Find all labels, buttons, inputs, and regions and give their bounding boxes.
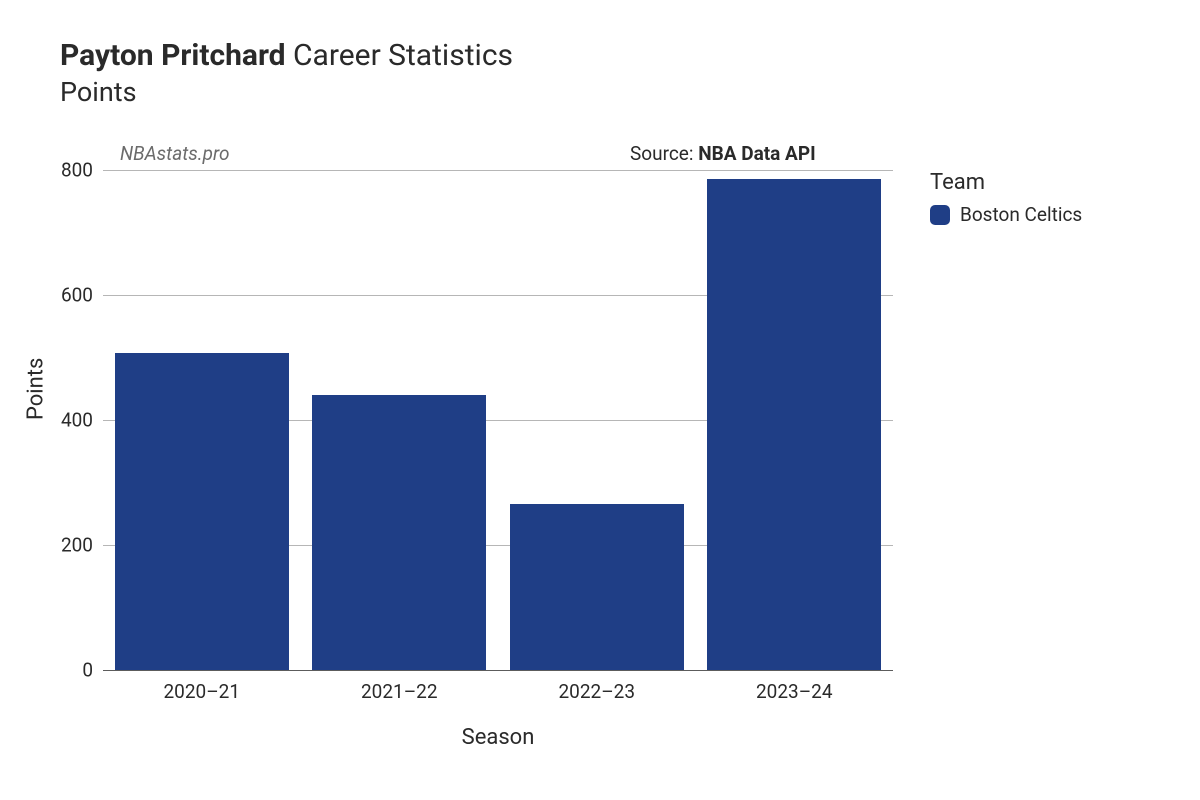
x-tick-label: 2020–21 xyxy=(163,670,240,703)
y-tick-label: 200 xyxy=(61,534,103,557)
legend: Team Boston Celtics xyxy=(930,170,1082,226)
legend-item: Boston Celtics xyxy=(930,203,1082,226)
bar xyxy=(115,353,289,671)
y-tick-label: 600 xyxy=(61,284,103,307)
chart-title-block: Payton Pritchard Career Statistics Point… xyxy=(60,38,513,108)
x-axis-label: Season xyxy=(462,725,535,750)
plot-rect: 02004006008002020–212021–222022–232023–2… xyxy=(103,170,893,670)
source-name: NBA Data API xyxy=(698,142,815,165)
x-tick-label: 2023–24 xyxy=(756,670,833,703)
chart-title: Payton Pritchard Career Statistics xyxy=(60,38,513,74)
watermark-text: NBAstats.pro xyxy=(120,142,230,165)
player-name: Payton Pritchard xyxy=(60,38,286,73)
y-tick-label: 0 xyxy=(82,659,103,682)
x-tick-label: 2022–23 xyxy=(558,670,635,703)
bar xyxy=(707,179,881,670)
legend-swatch xyxy=(930,205,950,225)
title-suffix: Career Statistics xyxy=(286,38,513,73)
x-tick-label: 2021–22 xyxy=(361,670,438,703)
y-tick-label: 800 xyxy=(61,159,103,182)
chart-plot-area: 02004006008002020–212021–222022–232023–2… xyxy=(103,170,893,670)
source-prefix: Source: xyxy=(630,142,698,165)
chart-subtitle: Points xyxy=(60,76,513,108)
source-attribution: Source: NBA Data API xyxy=(630,142,816,165)
legend-title: Team xyxy=(930,170,1082,195)
gridline xyxy=(103,170,893,171)
y-axis-label: Points xyxy=(24,358,49,420)
bar xyxy=(510,504,684,670)
bar xyxy=(312,395,486,670)
legend-label: Boston Celtics xyxy=(960,203,1082,226)
y-tick-label: 400 xyxy=(61,409,103,432)
